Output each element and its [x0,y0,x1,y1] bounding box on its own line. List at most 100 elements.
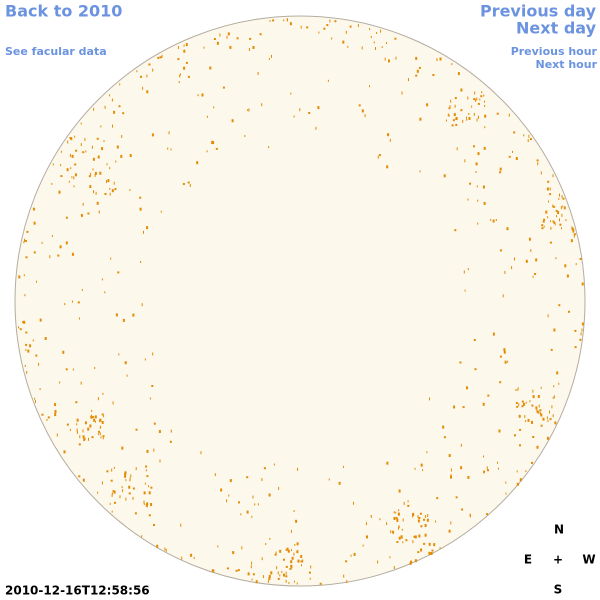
facula [60,175,63,178]
facula [517,388,519,391]
facula [565,219,567,222]
facula [353,501,354,505]
facula [290,560,293,564]
facula [403,501,405,505]
facula [477,152,480,156]
facula [416,69,419,73]
facula [197,94,199,97]
facula [285,565,288,568]
next-day-link[interactable]: Next day [516,19,597,38]
facula [145,504,147,507]
facula [475,98,477,102]
facula [65,241,68,245]
facula [165,548,167,552]
facula [118,105,121,108]
facula [424,533,427,537]
facula [118,353,120,356]
facula [548,200,549,203]
facula [74,173,77,177]
facula [178,81,180,84]
facula [426,518,429,522]
facula [251,578,253,581]
facula [423,542,426,545]
facula [412,514,414,518]
facula [550,348,553,351]
facula [69,153,71,157]
facula [532,275,534,278]
facula [553,221,556,224]
facula [451,63,453,66]
next-hour-link[interactable]: Next hour [536,58,598,71]
facula [26,230,29,233]
facula [347,45,349,48]
facula [59,381,61,384]
facula [143,502,145,505]
facula [128,492,131,495]
facula [33,221,36,225]
facula [111,468,113,472]
facula [99,432,101,436]
facula [121,446,124,450]
facula [329,19,331,23]
facula [466,386,468,390]
facula [229,45,232,49]
facula [248,48,250,51]
facula [141,303,143,307]
facula [549,187,551,191]
facula [549,193,552,196]
facula [508,113,510,117]
compass-north: N [554,523,564,537]
facula [214,473,216,477]
facula [490,218,492,221]
facula [377,560,379,564]
facula [517,387,519,390]
facula [497,461,498,464]
facula [85,150,87,153]
facula [507,360,509,363]
facula [23,241,25,244]
previous-hour-link[interactable]: Previous hour [511,45,598,58]
facula [525,420,527,423]
back-link[interactable]: Back to 2010 [5,2,122,21]
facula [483,146,486,150]
facula [283,558,285,561]
facula [103,415,105,418]
facula [547,314,549,318]
facula [486,513,489,516]
facula [448,454,451,457]
facula [499,355,502,358]
facula [495,219,497,221]
facula [393,566,395,569]
facula [116,145,119,149]
facula [553,205,556,208]
facula [353,552,356,556]
compass-south: S [554,583,563,597]
facula [101,147,104,151]
facula [168,131,170,135]
facula [456,147,458,151]
facula [112,124,113,128]
facula [268,146,270,149]
previous-day-link[interactable]: Previous day [480,2,597,21]
facula [436,58,438,62]
facula [537,410,540,414]
facula [203,46,205,49]
facula [101,421,104,424]
facula [249,37,252,40]
facula [126,374,128,377]
facula [100,125,102,128]
facula [446,119,447,122]
facula [443,174,446,178]
facula [252,46,255,49]
facula [398,489,401,493]
facula [540,413,543,417]
facula [274,553,277,556]
facula [92,157,95,161]
facula [51,235,53,238]
facula [518,414,521,418]
facula [415,56,418,60]
facula [323,27,326,30]
facula [460,88,463,92]
facula [426,451,428,454]
facular-link[interactable]: See facular data [5,45,107,58]
